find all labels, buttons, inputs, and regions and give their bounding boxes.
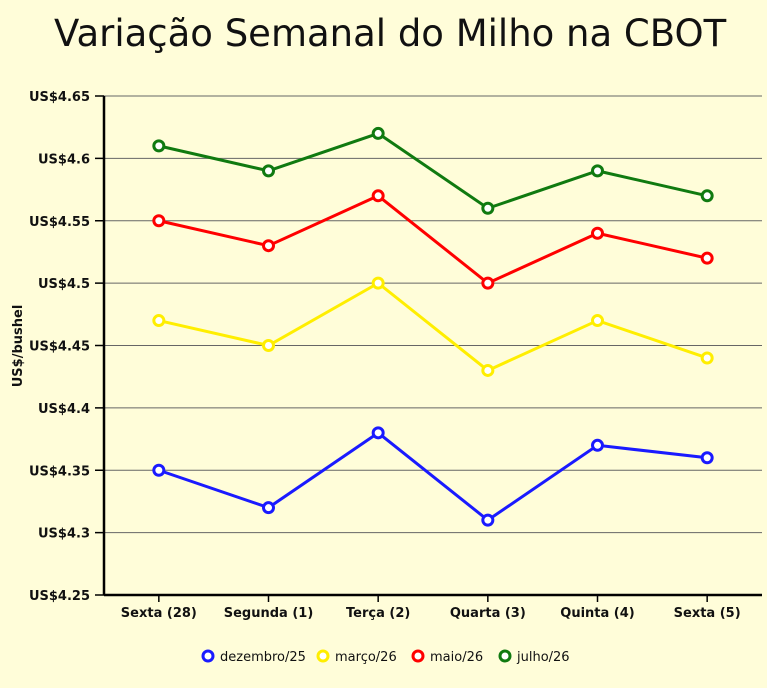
data-point[interactable]: [152, 139, 166, 153]
y-tick-label: US$4.6: [38, 152, 90, 167]
y-tick-label: US$4.5: [38, 277, 90, 292]
data-point[interactable]: [700, 451, 714, 465]
data-point[interactable]: [591, 314, 604, 328]
data-point[interactable]: [262, 164, 275, 178]
y-tick-label: US$4.55: [29, 215, 90, 230]
legend-marker: [411, 649, 425, 663]
legend-item[interactable]: março/26: [316, 649, 397, 665]
data-point[interactable]: [371, 276, 385, 290]
data-point[interactable]: [591, 438, 604, 452]
data-point[interactable]: [700, 351, 714, 365]
y-tick-label: US$4.65: [29, 90, 90, 105]
y-tick-label: US$4.35: [29, 464, 90, 479]
data-point[interactable]: [262, 501, 275, 515]
series-março/26: [152, 276, 714, 377]
legend-label: maio/26: [430, 650, 483, 665]
x-tick-label: Sexta (28): [121, 606, 197, 621]
series-dezembro/25: [152, 426, 714, 527]
x-tick-label: Segunda (1): [224, 606, 314, 621]
data-point[interactable]: [152, 214, 166, 228]
legend-item[interactable]: dezembro/25: [201, 649, 306, 665]
legend-marker: [201, 649, 215, 663]
data-point[interactable]: [371, 126, 385, 140]
series-line: [158, 194, 708, 285]
x-tick-label: Quarta (3): [450, 606, 526, 621]
y-tick-label: US$4.3: [38, 527, 90, 542]
series-maio/26: [152, 189, 714, 290]
legend-marker: [498, 649, 512, 663]
data-point[interactable]: [481, 276, 495, 290]
y-axis-label: US$/bushel: [11, 305, 26, 388]
legend-label: março/26: [335, 650, 397, 665]
data-point[interactable]: [481, 201, 495, 215]
legend-item[interactable]: maio/26: [411, 649, 483, 665]
data-point[interactable]: [152, 314, 166, 328]
x-tick-label: Sexta (5): [674, 606, 741, 621]
chart-title: Variação Semanal do Milho na CBOT: [54, 12, 727, 55]
legend-label: dezembro/25: [220, 650, 306, 665]
legend-label: julho/26: [516, 650, 570, 665]
data-point[interactable]: [262, 239, 275, 253]
data-point[interactable]: [152, 463, 166, 477]
series-julho/26: [152, 126, 714, 215]
legend-marker: [316, 649, 330, 663]
data-point[interactable]: [371, 426, 385, 440]
series-line: [158, 281, 708, 373]
x-tick-label: Quinta (4): [560, 606, 634, 621]
data-point[interactable]: [481, 513, 495, 527]
data-point[interactable]: [591, 226, 604, 240]
y-tick-label: US$4.45: [29, 340, 90, 355]
series-line: [158, 131, 708, 210]
data-point[interactable]: [371, 189, 385, 203]
series-line: [158, 430, 708, 523]
y-tick-label: US$4.4: [38, 402, 90, 417]
y-tick-label: US$4.25: [29, 589, 90, 604]
data-point[interactable]: [700, 251, 714, 265]
legend-item[interactable]: julho/26: [498, 649, 570, 665]
data-point[interactable]: [591, 164, 604, 178]
data-point[interactable]: [262, 339, 275, 352]
data-point[interactable]: [700, 189, 714, 203]
data-point[interactable]: [481, 363, 495, 377]
x-tick-label: Terça (2): [346, 606, 410, 621]
